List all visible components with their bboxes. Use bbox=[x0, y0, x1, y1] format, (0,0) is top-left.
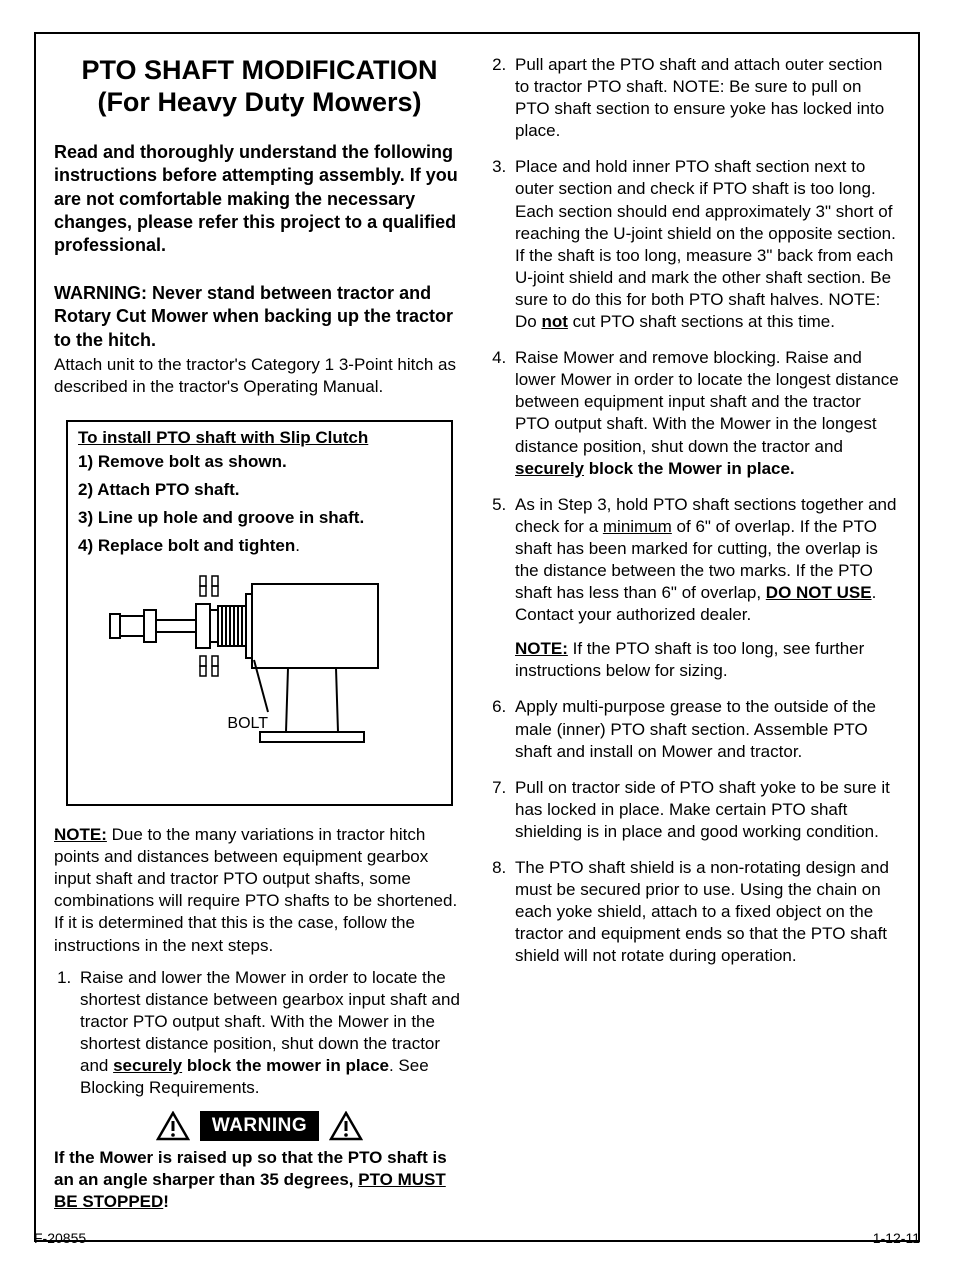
step-2: Pull apart the PTO shaft and attach oute… bbox=[511, 54, 900, 142]
title-line-1: PTO SHAFT MODIFICATION bbox=[82, 55, 438, 85]
right-column: Pull apart the PTO shaft and attach oute… bbox=[489, 54, 900, 1214]
warning-triangle-icon bbox=[156, 1111, 190, 1141]
step-5-note: NOTE: If the PTO shaft is too long, see … bbox=[515, 638, 900, 682]
step-5: As in Step 3, hold PTO shaft sections to… bbox=[511, 494, 900, 683]
steps-left: Raise and lower the Mower in order to lo… bbox=[54, 967, 465, 1100]
step-1: Raise and lower the Mower in order to lo… bbox=[76, 967, 465, 1100]
page-title: PTO SHAFT MODIFICATION (For Heavy Duty M… bbox=[54, 54, 465, 119]
install-step-3: 3) Line up hole and groove in shaft. bbox=[78, 508, 441, 528]
angle-warning: If the Mower is raised up so that the PT… bbox=[54, 1147, 465, 1213]
page: PTO SHAFT MODIFICATION (For Heavy Duty M… bbox=[0, 0, 954, 1262]
footer-doc-id: F-20855 bbox=[34, 1230, 86, 1246]
step-3: Place and hold inner PTO shaft section n… bbox=[511, 156, 900, 333]
content-border: PTO SHAFT MODIFICATION (For Heavy Duty M… bbox=[34, 32, 920, 1242]
warning-banner: WARNING bbox=[54, 1111, 465, 1141]
warning-heading: WARNING: Never stand between tractor and… bbox=[54, 282, 465, 352]
bolt-label: BOLT bbox=[227, 715, 268, 732]
note-block-left: NOTE: Due to the many variations in trac… bbox=[54, 824, 465, 957]
note-label: NOTE: bbox=[54, 825, 107, 844]
warning-label: WARNING bbox=[200, 1111, 319, 1141]
step-6: Apply multi-purpose grease to the outsid… bbox=[511, 696, 900, 762]
footer-date: 1-12-11 bbox=[873, 1230, 920, 1246]
install-step-1: 1) Remove bolt as shown. bbox=[78, 452, 441, 472]
footer: F-20855 1-12-11 bbox=[34, 1230, 920, 1246]
step-7: Pull on tractor side of PTO shaft yoke t… bbox=[511, 777, 900, 843]
title-line-2: (For Heavy Duty Mowers) bbox=[97, 87, 421, 117]
left-column: PTO SHAFT MODIFICATION (For Heavy Duty M… bbox=[54, 54, 465, 1214]
note-left-text: Due to the many variations in tractor hi… bbox=[54, 825, 457, 954]
step-8: The PTO shaft shield is a non-rotating d… bbox=[511, 857, 900, 967]
warning-triangle-icon bbox=[329, 1111, 363, 1141]
attach-instruction: Attach unit to the tractor's Category 1 … bbox=[54, 354, 465, 398]
install-box: To install PTO shaft with Slip Clutch 1)… bbox=[66, 420, 453, 806]
install-step-4: 4) Replace bolt and tighten. bbox=[78, 536, 441, 556]
pto-diagram: BOLT bbox=[100, 572, 420, 772]
install-title: To install PTO shaft with Slip Clutch bbox=[78, 428, 441, 448]
step-4: Raise Mower and remove blocking. Raise a… bbox=[511, 347, 900, 480]
install-step-2: 2) Attach PTO shaft. bbox=[78, 480, 441, 500]
intro-paragraph: Read and thoroughly understand the follo… bbox=[54, 141, 465, 258]
steps-right: Pull apart the PTO shaft and attach oute… bbox=[489, 54, 900, 967]
